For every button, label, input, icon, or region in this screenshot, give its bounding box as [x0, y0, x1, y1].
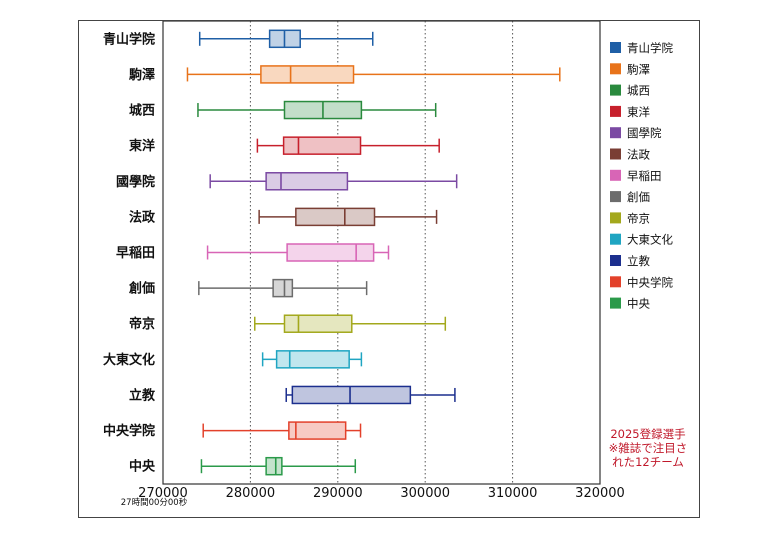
iqr-box	[272, 278, 294, 298]
box-9	[254, 314, 447, 333]
legend-swatch	[610, 276, 621, 288]
legend-swatch	[610, 255, 621, 266]
legend-swatch	[610, 42, 621, 53]
y-label: 大東文化	[103, 352, 155, 368]
grid-lines	[249, 21, 514, 484]
legend-label: 創価	[627, 190, 650, 204]
legend-swatch	[610, 84, 621, 96]
iqr-box	[288, 421, 347, 440]
legend-label: 立教	[627, 254, 650, 268]
box-series	[186, 29, 561, 476]
legend-label: 青山学院	[627, 41, 673, 55]
box-6	[258, 207, 438, 227]
iqr-box	[260, 65, 355, 84]
y-label: 法政	[129, 209, 156, 225]
x-tick-label: 310000	[488, 486, 538, 501]
legend-label: 城西	[627, 84, 650, 98]
y-label: 早稲田	[116, 245, 155, 261]
box-7	[206, 243, 390, 262]
y-label: 創価	[128, 281, 155, 297]
legend-label: 中央学院	[627, 275, 673, 289]
box-13	[200, 456, 357, 476]
annotation-line-3: れた12チーム	[612, 455, 684, 469]
iqr-box	[275, 350, 350, 369]
legend-swatch	[610, 233, 621, 245]
x-tick-label: 280000	[226, 486, 276, 501]
plot-area	[162, 21, 601, 485]
y-label: 城西	[129, 103, 155, 119]
y-label: 立教	[129, 387, 156, 403]
box-11	[285, 385, 456, 405]
legend-swatch	[610, 169, 621, 181]
box-2	[186, 65, 561, 84]
iqr-box	[265, 172, 349, 191]
iqr-box	[265, 456, 283, 476]
box-10	[261, 350, 363, 369]
iqr-box	[283, 314, 353, 333]
x-tick-label: 270000	[138, 486, 188, 501]
y-label: 中央	[129, 459, 156, 475]
y-label: 青山学院	[103, 31, 155, 47]
y-label: 國學院	[116, 174, 155, 190]
legend-swatch	[610, 63, 621, 75]
box-4	[256, 136, 440, 155]
legend-label: 駒澤	[627, 62, 650, 76]
box-5	[209, 172, 458, 191]
chart-frame: 青山学院 駒澤 城西 東洋 國學院 法政 早稲田 創価 帝京 大東文化 立教 中央学院 中央 27000…	[78, 20, 700, 518]
box-8	[198, 278, 368, 298]
legend-label: 國學院	[627, 126, 662, 140]
legend-swatch	[610, 297, 621, 309]
iqr-box	[286, 243, 375, 262]
legend-swatch	[610, 212, 621, 224]
legend-label: 中央	[627, 297, 650, 311]
x-axis-labels: 270000 280000 290000 300000 310000 320000	[138, 486, 625, 501]
box-3	[197, 100, 437, 120]
x-tick-label: 290000	[313, 486, 363, 501]
iqr-box	[282, 136, 362, 155]
legend-label: 大東文化	[627, 233, 673, 247]
annotation: 2025登録選手 ※雑誌で注目さ れた12チーム	[609, 427, 688, 469]
legend-swatch	[610, 148, 621, 160]
legend-label: 帝京	[627, 211, 650, 225]
y-label: 東洋	[129, 138, 155, 154]
legend-label: 早稲田	[627, 169, 662, 183]
x-axis-sublabel: 27時間00分00秒	[121, 497, 188, 508]
iqr-box	[295, 207, 376, 227]
legend-swatch	[610, 127, 621, 139]
legend-label: 法政	[627, 148, 650, 162]
y-label: 駒澤	[128, 67, 155, 83]
y-label: 帝京	[129, 316, 155, 332]
legend-label: 東洋	[627, 105, 650, 119]
box-12	[202, 421, 362, 440]
annotation-line-2: ※雑誌で注目さ	[609, 441, 688, 455]
x-tick-label: 300000	[400, 486, 450, 501]
legend-swatch	[610, 191, 621, 203]
legend-swatch	[610, 105, 621, 117]
iqr-box	[291, 385, 412, 405]
y-label: 中央学院	[103, 423, 155, 439]
box-1	[198, 29, 374, 49]
x-tick-label: 320000	[575, 486, 625, 501]
annotation-line-1: 2025登録選手	[610, 427, 685, 441]
